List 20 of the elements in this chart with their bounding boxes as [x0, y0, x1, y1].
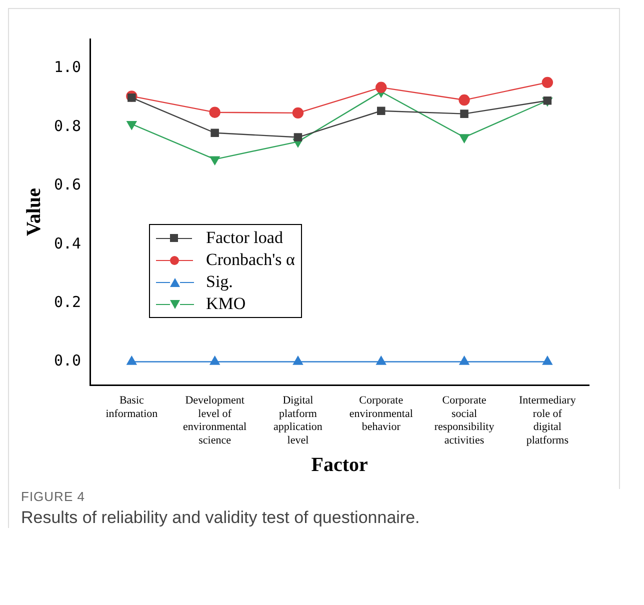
legend-label: Cronbach's α	[206, 249, 295, 271]
x-tick-label: Corporate environmental behavior	[349, 394, 413, 434]
y-tick-label: 0.8	[54, 116, 82, 135]
y-tick-label: 0.2	[54, 292, 82, 311]
y-tick-label: 0.4	[54, 234, 82, 252]
y-axis-title: Value	[23, 188, 46, 236]
legend-label: Sig.	[206, 271, 233, 293]
x-tick-label: Digital platform application level	[274, 394, 323, 446]
text: Results of reliability and validity test of questionnaire.	[21, 508, 421, 528]
y-tick-label: 1.0	[54, 58, 82, 76]
x-tick-label: Development level of environmental science	[183, 394, 247, 446]
text: FIGURE 4	[21, 489, 86, 504]
y-tick-label: 0.0	[54, 352, 82, 370]
x-tick-label: Basic information	[106, 394, 158, 420]
y-tick-label: 0.6	[54, 176, 82, 194]
legend-label: Factor load	[206, 227, 283, 249]
x-axis-title: Factor	[311, 454, 368, 476]
legend-label: KMO	[206, 293, 246, 315]
x-tick-label: Corporate social responsibility activities	[434, 394, 495, 446]
x-tick-label: Intermediary role of digital platforms	[519, 394, 576, 446]
